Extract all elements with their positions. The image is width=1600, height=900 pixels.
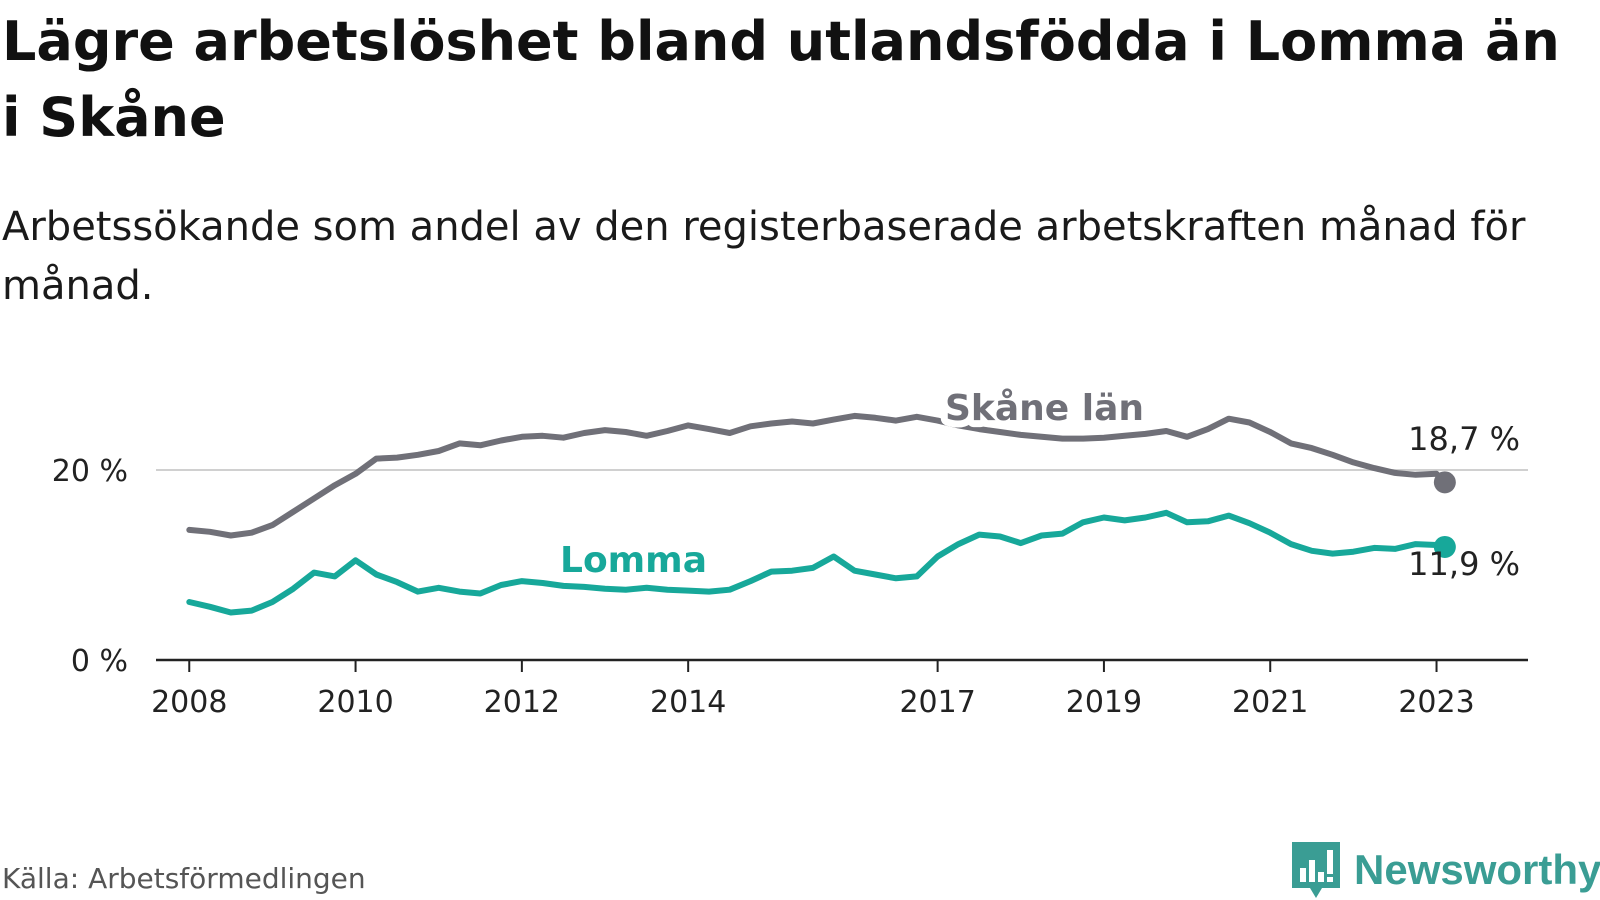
x-tick-label: 2017 [899,685,975,720]
end-point-skane [1433,471,1456,494]
axes: 0 % 20 % 2008 2010 2012 2014 2017 2019 2021 2023 [52,454,1528,720]
bar-chart-logo-icon [1292,842,1340,898]
newsworthy-logo[interactable]: Newsworthy [1292,842,1600,898]
chart-subtitle: Arbetssökande som andel av den registerb… [2,204,1526,309]
series-label-skane: Skåne län [945,388,1144,429]
end-label-skane: 18,7 % [1408,420,1520,458]
source-note: Källa: Arbetsförmedlingen [2,862,366,895]
series-line-lomma [186,509,1448,616]
labels: Skåne län Lomma 18,7 % 11,9 % [553,381,1520,588]
x-tick-label: 2019 [1066,685,1142,720]
logo-wordmark: Newsworthy [1354,846,1600,893]
x-tick-label: 2008 [151,685,227,720]
end-label-lomma: 11,9 % [1408,545,1520,583]
y-tick-label: 20 % [52,454,128,489]
series-lines [186,412,1456,616]
x-tick-label: 2023 [1398,685,1474,720]
x-tick-label: 2021 [1232,685,1308,720]
series-label-lomma: Lomma [560,540,707,581]
x-tick-label: 2010 [317,685,393,720]
x-tick-label: 2014 [650,685,726,720]
x-tick-label: 2012 [484,685,560,720]
end-point-lomma [1433,535,1456,558]
y-tick-label: 0 % [71,644,128,679]
chart-title: Lägre arbetslöshet bland utlandsfödda i … [2,10,1560,149]
series-line-skane [186,412,1448,539]
